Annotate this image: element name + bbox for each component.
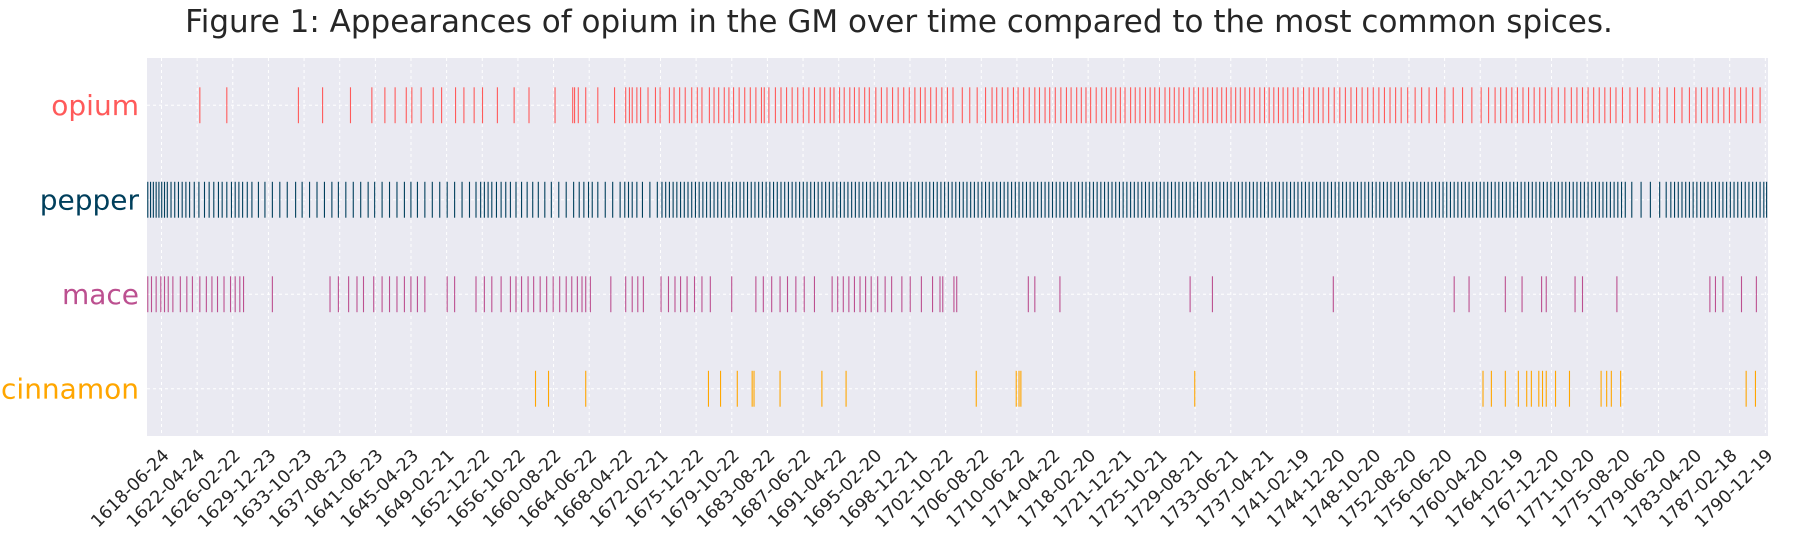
plot-area: [147, 58, 1768, 436]
series-label-pepper: pepper: [40, 183, 140, 216]
event-lines: [147, 87, 1768, 407]
series-mace: [147, 276, 1757, 313]
series-labels: opium pepper mace cinnamon: [1, 89, 139, 406]
x-tick-labels: 1618-06-241622-04-241626-02-221629-12-23…: [87, 446, 1777, 532]
series-label-opium: opium: [51, 89, 139, 122]
series-label-cinnamon: cinnamon: [1, 372, 139, 405]
chart-title: Figure 1: Appearances of opium in the GM…: [185, 4, 1613, 40]
series-pepper: [147, 181, 1768, 218]
series-opium: [199, 87, 1761, 124]
series-label-mace: mace: [62, 278, 139, 311]
series-cinnamon: [534, 370, 1756, 407]
